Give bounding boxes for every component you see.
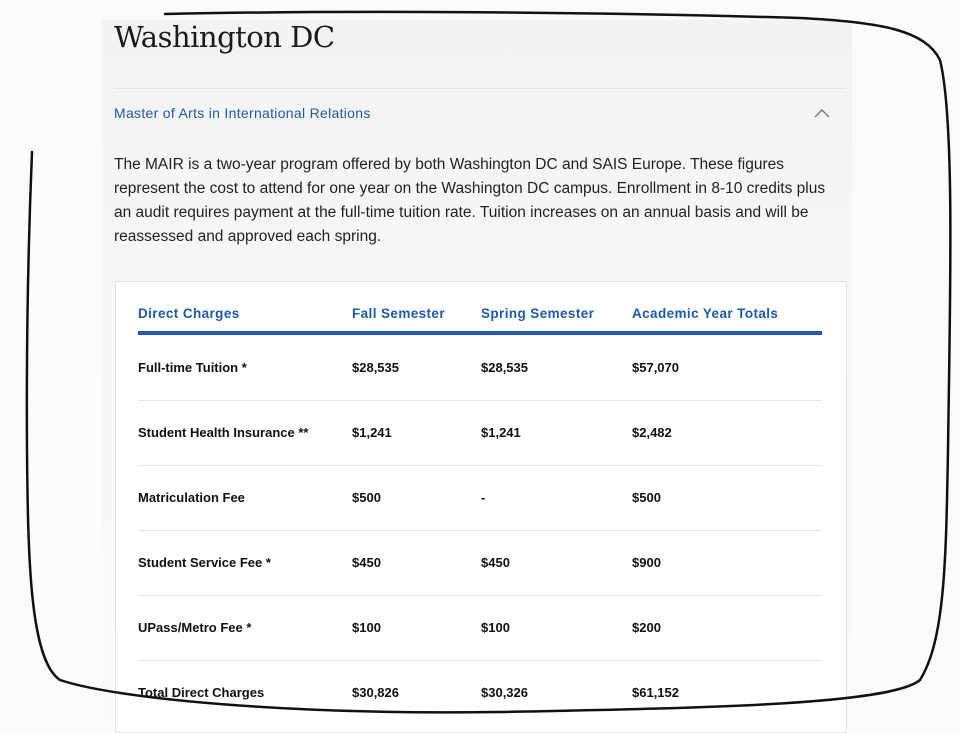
cell-spring: $1,241	[481, 425, 521, 440]
row-separator	[138, 595, 822, 596]
cell-fall: $100	[352, 620, 381, 635]
cell-spring: $100	[481, 620, 510, 635]
cell-item: Student Health Insurance **	[138, 425, 309, 440]
header-academic-year-totals: Academic Year Totals	[632, 306, 779, 321]
accordion-header-mair[interactable]: Master of Arts in International Relation…	[114, 105, 371, 121]
row-separator	[138, 465, 822, 466]
header-underline	[138, 331, 822, 335]
header-fall-semester: Fall Semester	[352, 306, 445, 321]
chevron-up-icon[interactable]	[814, 107, 830, 119]
cell-fall: $30,826	[352, 685, 399, 700]
cell-total: $900	[632, 555, 661, 570]
cell-item: Matriculation Fee	[138, 490, 245, 505]
cell-fall: $500	[352, 490, 381, 505]
divider	[114, 88, 846, 89]
cell-item: Total Direct Charges	[138, 685, 265, 700]
header-direct-charges: Direct Charges	[138, 306, 240, 321]
header-spring-semester: Spring Semester	[481, 306, 595, 321]
row-separator	[138, 660, 822, 661]
cell-fall: $1,241	[352, 425, 392, 440]
row-separator	[138, 530, 822, 531]
cell-spring: -	[481, 490, 486, 505]
cell-total: $2,482	[632, 425, 672, 440]
cell-item: Student Service Fee *	[138, 555, 271, 570]
cell-total: $200	[632, 620, 661, 635]
page-title: Washington DC	[114, 20, 335, 54]
cost-table	[115, 281, 847, 733]
cell-item: UPass/Metro Fee *	[138, 620, 252, 635]
cell-fall: $28,535	[352, 360, 399, 375]
cell-total: $57,070	[632, 360, 679, 375]
cell-total: $61,152	[632, 685, 679, 700]
cell-spring: $28,535	[481, 360, 528, 375]
program-description: The MAIR is a two-year program offered b…	[114, 156, 826, 245]
row-separator	[138, 400, 822, 401]
cell-spring: $30,326	[481, 685, 528, 700]
cell-total: $500	[632, 490, 661, 505]
cell-item: Full-time Tuition *	[138, 360, 247, 375]
cell-spring: $450	[481, 555, 510, 570]
cell-fall: $450	[352, 555, 381, 570]
